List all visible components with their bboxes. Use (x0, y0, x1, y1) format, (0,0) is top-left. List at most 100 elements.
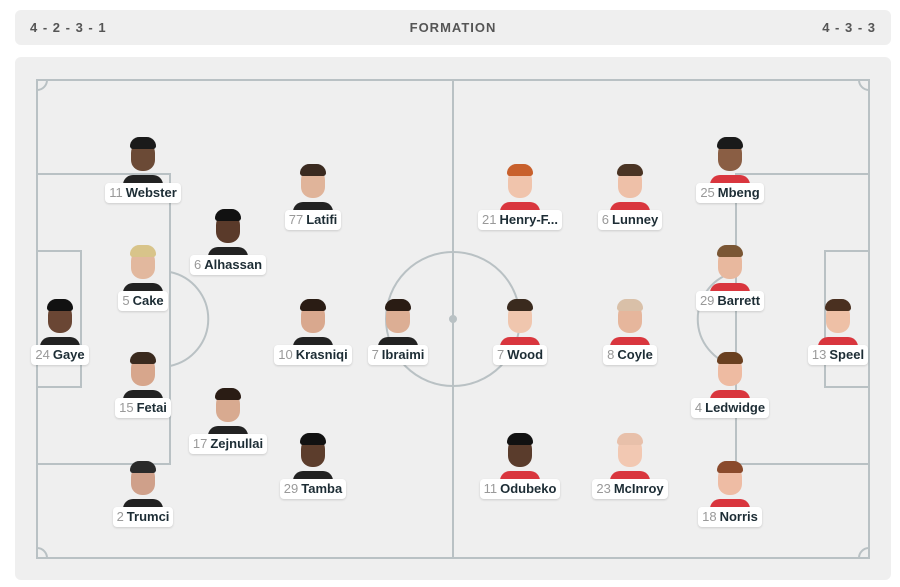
right-six-yard-box (824, 250, 870, 388)
player-away[interactable]: 13 Speel (778, 297, 898, 365)
player-home[interactable]: 6 Alhassan (168, 207, 288, 275)
player-name: Fetai (136, 400, 167, 415)
formation-header: 4 - 2 - 3 - 1 FORMATION 4 - 3 - 3 (15, 10, 891, 45)
home-formation: 4 - 2 - 3 - 1 (30, 20, 107, 35)
player-name: Gaye (52, 347, 85, 362)
corner-arc (858, 547, 870, 559)
player-photo-icon (378, 297, 418, 345)
player-photo-icon (208, 207, 248, 255)
player-number: 6 (193, 257, 202, 272)
pitch (36, 79, 870, 559)
pitch-card: 11 Webster 77 Latifi 6 Alhassan 5 Cake 24 Gay… (15, 57, 891, 580)
player-name: Speel (829, 347, 865, 362)
player-photo-icon (123, 350, 163, 398)
player-label: 21 Henry-F... (478, 210, 562, 230)
player-home[interactable]: 11 Webster (83, 135, 203, 203)
player-number: 29 (699, 293, 715, 308)
player-number: 15 (119, 400, 134, 415)
player-number: 77 (288, 212, 304, 227)
player-name: Webster (125, 185, 177, 200)
player-number: 11 (483, 481, 498, 496)
player-photo-icon (818, 297, 858, 345)
player-label: 23 McInroy (592, 479, 668, 499)
player-home[interactable]: 2 Trumci (83, 459, 203, 527)
player-away[interactable]: 8 Coyle (570, 297, 690, 365)
player-number: 29 (283, 481, 299, 496)
player-number: 10 (278, 347, 293, 362)
player-label: 25 Mbeng (696, 183, 764, 203)
player-home[interactable]: 17 Zejnullai (168, 386, 288, 454)
player-name: Krasniqi (295, 347, 348, 362)
player-number: 11 (109, 185, 123, 200)
player-number: 2 (116, 509, 124, 524)
player-label: 2 Trumci (112, 507, 174, 527)
player-name: Coyle (617, 347, 653, 362)
player-home[interactable]: 29 Tamba (253, 431, 373, 499)
player-number: 21 (482, 212, 497, 227)
player-home[interactable]: 77 Latifi (253, 162, 373, 230)
center-spot (449, 315, 457, 323)
player-photo-icon (293, 431, 333, 479)
player-label: 77 Latifi (284, 210, 342, 230)
player-photo-icon (710, 350, 750, 398)
player-away[interactable]: 23 McInroy (570, 431, 690, 499)
player-name: Barrett (717, 293, 761, 308)
player-home[interactable]: 5 Cake (83, 243, 203, 311)
player-away[interactable]: 18 Norris (670, 459, 790, 527)
player-name: Mbeng (717, 185, 760, 200)
player-label: 10 Krasniqi (274, 345, 352, 365)
player-number: 7 (496, 347, 505, 362)
player-name: Ledwidge (705, 400, 766, 415)
player-label: 24 Gaye (31, 345, 89, 365)
player-photo-icon (710, 243, 750, 291)
corner-arc (36, 79, 48, 91)
player-number: 5 (122, 293, 130, 308)
player-label: 15 Fetai (115, 398, 171, 418)
player-photo-icon (293, 162, 333, 210)
player-label: 6 Lunney (597, 210, 663, 230)
player-label: 4 Ledwidge (690, 398, 770, 418)
player-number: 17 (192, 436, 208, 451)
player-photo-icon (500, 431, 540, 479)
player-number: 6 (601, 212, 609, 227)
left-penalty-arc (169, 271, 210, 367)
player-photo-icon (610, 162, 650, 210)
player-away[interactable]: 29 Barrett (670, 243, 790, 311)
player-home[interactable]: 15 Fetai (83, 350, 203, 418)
player-label: 11 Odubeko (479, 479, 561, 499)
player-number: 25 (700, 185, 715, 200)
player-photo-icon (710, 459, 750, 507)
player-photo-icon (293, 297, 333, 345)
player-number: 24 (35, 347, 50, 362)
player-name: Cake (132, 293, 164, 308)
player-name: Tamba (301, 481, 343, 496)
player-label: 6 Alhassan (189, 255, 267, 275)
player-name: Zejnullai (210, 436, 264, 451)
player-away[interactable]: 25 Mbeng (670, 135, 790, 203)
player-home[interactable]: 7 Ibraimi (338, 297, 458, 365)
player-name: Odubeko (500, 481, 557, 496)
player-home[interactable]: 10 Krasniqi (253, 297, 373, 365)
player-photo-icon (710, 135, 750, 183)
player-number: 8 (607, 347, 615, 362)
player-label: 29 Tamba (279, 479, 347, 499)
player-number: 7 (371, 347, 379, 362)
corner-arc (36, 547, 48, 559)
player-away[interactable]: 7 Wood (460, 297, 580, 365)
player-name: Ibraimi (381, 347, 425, 362)
player-away[interactable]: 6 Lunney (570, 162, 690, 230)
player-label: 7 Wood (492, 345, 548, 365)
player-name: Norris (719, 509, 758, 524)
player-label: 29 Barrett (695, 291, 765, 311)
left-six-yard-box (36, 250, 82, 388)
player-away[interactable]: 21 Henry-F... (460, 162, 580, 230)
player-home[interactable]: 24 Gaye (0, 297, 120, 365)
player-away[interactable]: 11 Odubeko (460, 431, 580, 499)
player-label: 11 Webster (105, 183, 181, 203)
player-label: 18 Norris (698, 507, 762, 527)
player-name: Alhassan (204, 257, 263, 272)
player-photo-icon (500, 162, 540, 210)
player-name: Trumci (126, 509, 170, 524)
player-away[interactable]: 4 Ledwidge (670, 350, 790, 418)
player-name: Lunney (612, 212, 659, 227)
